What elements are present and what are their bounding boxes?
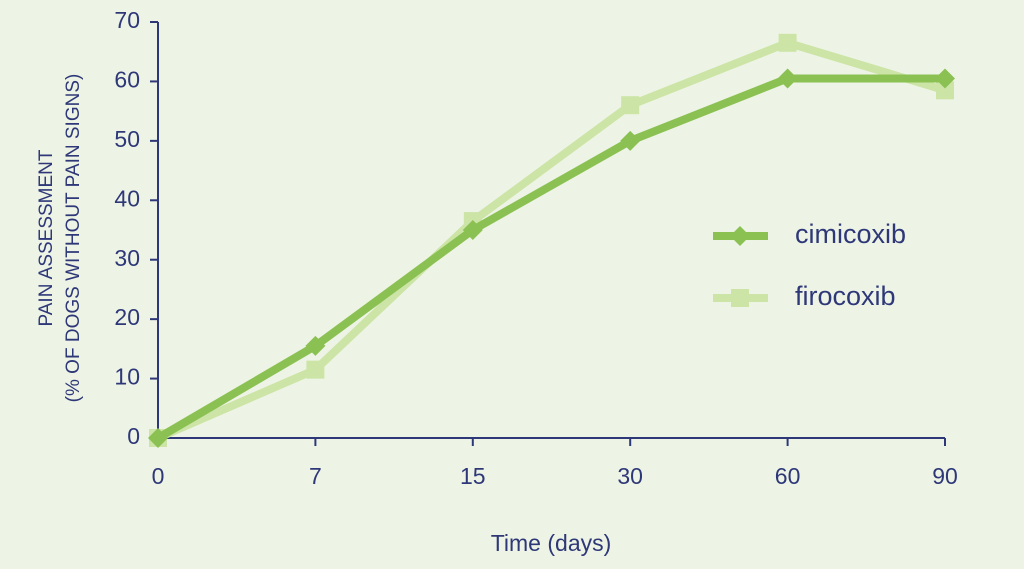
marker — [620, 130, 641, 151]
marker — [778, 33, 797, 52]
marker — [731, 289, 749, 307]
x-tick-label: 7 — [309, 463, 322, 489]
y-axis-title: PAIN ASSESSMENT — [36, 149, 57, 326]
y-tick-label: 70 — [114, 7, 140, 33]
marker — [935, 68, 955, 89]
legend-label: firocoxib — [795, 281, 896, 311]
marker — [306, 360, 325, 379]
y-tick-label: 50 — [114, 126, 140, 152]
marker — [730, 226, 750, 246]
x-tick-label: 30 — [617, 463, 643, 489]
y-tick-label: 40 — [114, 185, 140, 211]
x-axis-title: Time (days) — [491, 530, 612, 556]
legend-label: cimicoxib — [795, 219, 906, 249]
y-axis-title: (% OF DOGS WITHOUT PAIN SIGNS) — [63, 74, 84, 403]
x-tick-label: 60 — [775, 463, 801, 489]
series-line — [156, 38, 947, 442]
y-tick-label: 60 — [114, 67, 140, 93]
marker — [777, 68, 798, 89]
series-line — [155, 74, 945, 442]
marker — [148, 428, 168, 448]
y-tick-label: 0 — [127, 423, 140, 449]
marker — [305, 335, 326, 356]
marker — [621, 96, 640, 115]
y-tick-label: 20 — [114, 304, 140, 330]
x-tick-label: 90 — [932, 463, 958, 489]
y-tick-label: 30 — [114, 245, 140, 271]
x-tick-label: 15 — [460, 463, 486, 489]
marker — [462, 220, 483, 240]
marker — [936, 81, 954, 100]
x-tick-label: 0 — [152, 463, 165, 489]
y-tick-label: 10 — [114, 364, 140, 390]
